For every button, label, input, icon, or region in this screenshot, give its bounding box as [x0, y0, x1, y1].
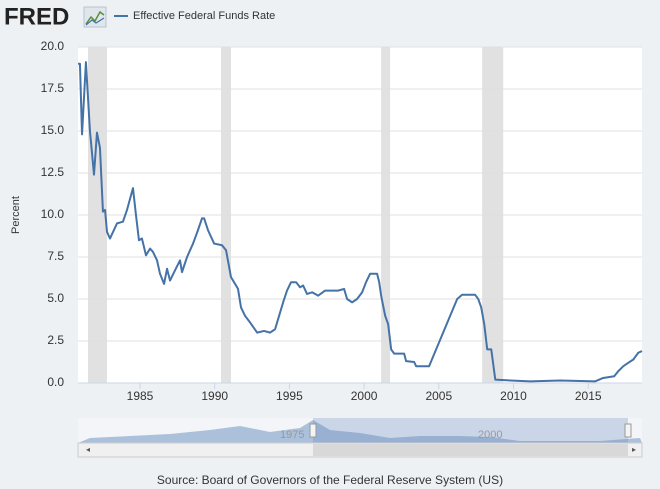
series-line	[78, 61, 643, 383]
x-tick-label: 2010	[500, 389, 527, 403]
y-tick-label: 15.0	[41, 123, 65, 137]
navigator: 1975 2000 ◂ ▸	[77, 418, 643, 458]
x-tick-label: 2015	[575, 389, 602, 403]
navigator-handle[interactable]	[309, 423, 317, 438]
x-tick-label: 1990	[201, 389, 228, 403]
logo-icon	[83, 6, 107, 28]
y-tick-label: 12.5	[41, 165, 65, 179]
x-tick-label: 1995	[276, 389, 303, 403]
navigator-handle[interactable]	[624, 423, 632, 438]
legend-label: Effective Federal Funds Rate	[133, 10, 275, 22]
x-tick-label: 2005	[425, 389, 452, 403]
y-tick-label: 0.0	[47, 375, 64, 389]
scroll-left[interactable]: ◂	[86, 445, 90, 454]
y-tick-label: 2.5	[47, 333, 64, 347]
navigator-area	[78, 420, 642, 443]
scrollbar-thumb[interactable]	[313, 444, 628, 456]
x-tick-label: 2000	[351, 389, 378, 403]
logo: FRED	[4, 3, 69, 30]
y-tick-label: 10.0	[41, 207, 65, 221]
navigator-label: 1975	[280, 429, 304, 441]
source: Source: Board of Governors of the Federa…	[157, 473, 503, 487]
y-axis-label: Percent	[10, 196, 22, 234]
navigator-label: 2000	[478, 429, 502, 441]
y-tick-label: 20.0	[41, 39, 65, 53]
x-tick-label: 1985	[127, 389, 154, 403]
y-tick-label: 5.0	[47, 291, 64, 305]
y-tick-label: 7.5	[47, 249, 64, 263]
scroll-right[interactable]: ▸	[632, 445, 636, 454]
y-tick-label: 17.5	[41, 81, 65, 95]
